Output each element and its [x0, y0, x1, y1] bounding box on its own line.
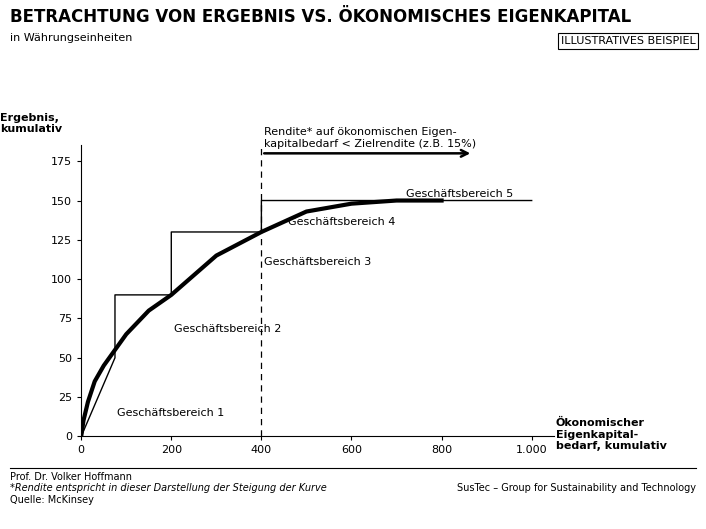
Text: Geschäftsbereich 5: Geschäftsbereich 5 — [405, 189, 513, 199]
Text: Prof. Dr. Volker Hoffmann: Prof. Dr. Volker Hoffmann — [10, 472, 132, 482]
Text: Ergebnis,
kumulativ: Ergebnis, kumulativ — [0, 113, 62, 134]
Text: ILLUSTRATIVES BEISPIEL: ILLUSTRATIVES BEISPIEL — [561, 36, 695, 46]
Text: Geschäftsbereich 2: Geschäftsbereich 2 — [174, 324, 281, 334]
Text: Geschäftsbereich 3: Geschäftsbereich 3 — [263, 257, 371, 267]
Text: Rendite* auf ökonomischen Eigen-
kapitalbedarf < Zielrendite (z.B. 15%): Rendite* auf ökonomischen Eigen- kapital… — [263, 127, 476, 149]
Text: Geschäftsbereich 4: Geschäftsbereich 4 — [289, 217, 396, 227]
Text: Ökonomischer
Eigenkapital-
bedarf, kumulativ: Ökonomischer Eigenkapital- bedarf, kumul… — [556, 418, 666, 451]
Text: in Währungseinheiten: in Währungseinheiten — [10, 33, 132, 43]
Text: BETRACHTUNG VON ERGEBNIS VS. ÖKONOMISCHES EIGENKAPITAL: BETRACHTUNG VON ERGEBNIS VS. ÖKONOMISCHE… — [10, 8, 631, 26]
Text: Geschäftsbereich 1: Geschäftsbereich 1 — [117, 407, 225, 417]
Text: *Rendite entspricht in dieser Darstellung der Steigung der Kurve: *Rendite entspricht in dieser Darstellun… — [10, 483, 327, 493]
Text: SusTec – Group for Sustainability and Technology: SusTec – Group for Sustainability and Te… — [457, 483, 696, 493]
Text: Quelle: McKinsey: Quelle: McKinsey — [10, 495, 94, 505]
